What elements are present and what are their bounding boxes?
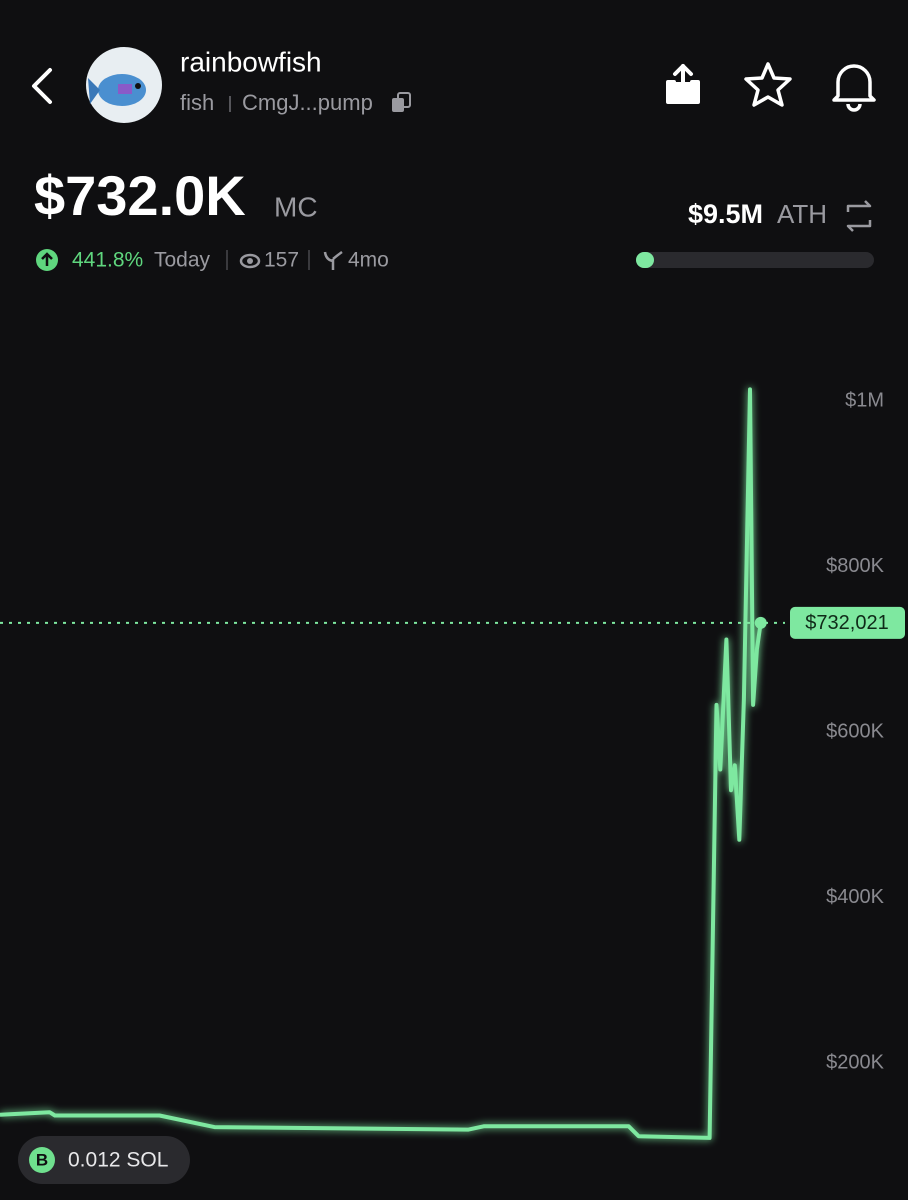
ath: $9.5M — [688, 199, 763, 229]
badge-icon-label: B — [36, 1150, 48, 1169]
y-tick-label: $600K — [826, 720, 884, 742]
change-period: Today — [154, 249, 211, 272]
views-icon — [239, 253, 261, 269]
y-tick-label: $800K — [826, 555, 884, 577]
change: 441.8% — [72, 249, 143, 272]
ath-label: ATH — [777, 199, 827, 229]
price-line — [0, 387, 763, 1140]
badge-icon — [29, 1147, 55, 1173]
y-tick-label: $1M — [845, 389, 884, 411]
ath-progress-fill — [636, 252, 654, 268]
views: 157 — [264, 249, 299, 272]
avatar — [86, 47, 162, 123]
y-tick-label: $200K — [826, 1052, 884, 1074]
age-icon — [323, 250, 343, 270]
market-cap: $732.0K — [34, 164, 246, 227]
current-price-tag — [790, 606, 905, 639]
y-tick-label: $400K — [826, 886, 884, 908]
token-name: rainbowfish — [180, 46, 322, 77]
alert-button[interactable] — [832, 64, 876, 112]
current-price-label: $732,021 — [805, 612, 888, 634]
price-chart: $200K $400K $600K $800K $1M $732,021 — [0, 387, 905, 1140]
swap-button[interactable] — [846, 200, 872, 232]
token-address: CmgJ...pump — [242, 90, 373, 115]
up-arrow — [41, 252, 53, 266]
ath-progress-track — [636, 252, 874, 268]
last-point — [754, 616, 767, 629]
market-cap-label: MC — [274, 191, 318, 222]
badge-amount: 0.012 SOL — [68, 1149, 168, 1172]
share-button[interactable] — [666, 64, 700, 104]
copy-button[interactable] — [392, 92, 411, 112]
age: 4mo — [348, 249, 389, 272]
back-button[interactable] — [32, 68, 52, 104]
balance-badge[interactable] — [18, 1136, 190, 1184]
token-symbol: fish — [180, 90, 214, 115]
favorite-button[interactable] — [744, 62, 792, 107]
